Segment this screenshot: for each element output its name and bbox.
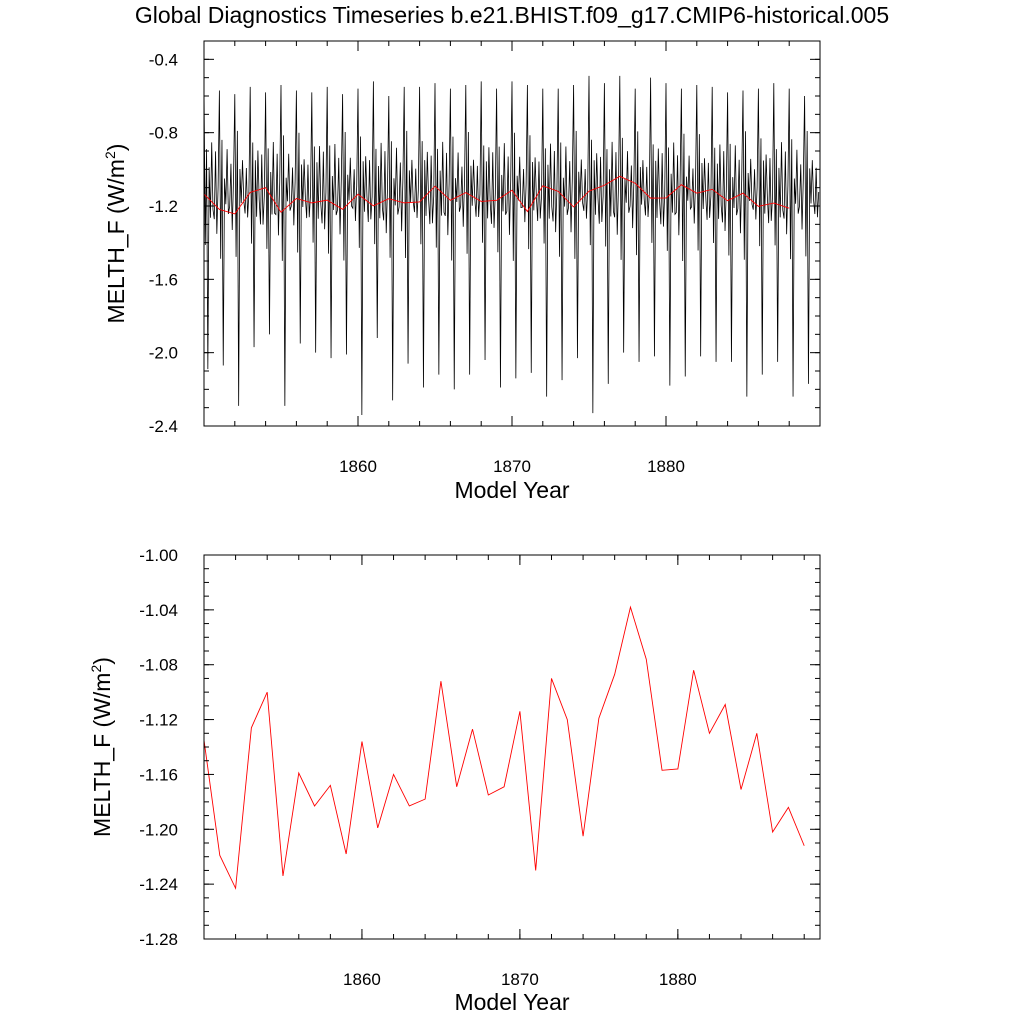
y-tick-label: -1.04 xyxy=(139,601,178,620)
y-axis-title: MELTH_F (W/m2) xyxy=(88,657,115,837)
y-tick-label: -1.6 xyxy=(149,270,178,289)
x-tick-label: 1870 xyxy=(501,970,539,989)
y-tick-label: -1.16 xyxy=(139,765,178,784)
y-tick-label: -1.20 xyxy=(139,820,178,839)
series-line-monthly xyxy=(203,75,820,416)
x-tick-label: 1870 xyxy=(493,457,531,476)
x-tick-label: 1880 xyxy=(647,457,685,476)
y-tick-label: -1.24 xyxy=(139,875,178,894)
chart-panel-1: -2.4 -2.0 -1.6 -1.2 -0.8 -0.4 1860 1870 1880 Mode… xyxy=(102,40,821,503)
page-title: Global Diagnostics Timeseries b.e21.BHIS… xyxy=(134,2,890,28)
x-tick-label: 1860 xyxy=(339,457,377,476)
y-tick-label: -1.2 xyxy=(149,197,178,216)
series-line-annual-mean xyxy=(203,605,805,890)
y-axis-title: MELTH_F (W/m2) xyxy=(102,144,129,324)
x-tick-label: 1860 xyxy=(343,970,381,989)
y-tick-label: -2.0 xyxy=(149,344,178,363)
y-tick-label: -1.28 xyxy=(139,930,178,949)
y-tick-label: -1.12 xyxy=(139,711,178,730)
series-line-annual-mean xyxy=(203,175,790,215)
y-tick-label: -0.4 xyxy=(149,50,178,69)
x-axis-title: Model Year xyxy=(454,477,569,503)
y-tick-label: -0.8 xyxy=(149,124,178,143)
y-tick-label: -2.4 xyxy=(149,417,178,436)
chart-panel-2: -1.28 -1.24 -1.20 -1.16 -1.12 -1.08 -1.04 -1.00… xyxy=(88,546,821,1015)
y-tick-label: -1.00 xyxy=(139,546,178,565)
y-tick-label: -1.08 xyxy=(139,656,178,675)
x-axis-title: Model Year xyxy=(454,989,569,1015)
x-tick-label: 1880 xyxy=(659,970,697,989)
